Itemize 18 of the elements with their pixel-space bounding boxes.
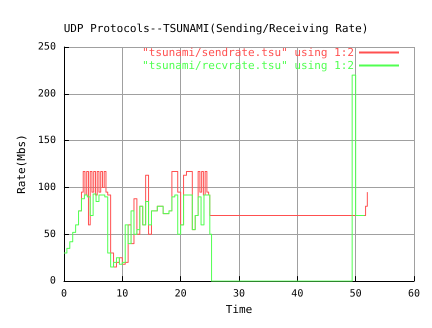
x-tick-label: 10 bbox=[116, 288, 128, 300]
x-tick-label: 50 bbox=[350, 288, 362, 300]
y-tick-label: 250 bbox=[38, 42, 56, 52]
y-axis-title: Rate(Mbs) bbox=[15, 134, 28, 194]
y-tick-label: 100 bbox=[38, 182, 56, 193]
x-tick-label: 40 bbox=[291, 288, 304, 300]
x-tick-label: 60 bbox=[408, 288, 420, 300]
x-tick-label: 30 bbox=[232, 288, 246, 300]
x-tick-label: 20 bbox=[174, 288, 187, 300]
y-tick-label: 50 bbox=[44, 228, 56, 240]
y-tick-label: 0 bbox=[50, 276, 56, 287]
chart-title: UDP Protocols--TSUNAMI(Sending/Receiving Rate) bbox=[64, 22, 368, 35]
x-tick-label: 0 bbox=[60, 288, 67, 300]
y-tick-label: 200 bbox=[38, 88, 56, 100]
legend-label: "tsunami/recvrate.tsu" using 1:2 bbox=[142, 59, 354, 72]
y-tick-label: 150 bbox=[38, 135, 56, 146]
legend-label: "tsunami/sendrate.tsu" using 1:2 bbox=[142, 46, 354, 59]
x-axis-title: Time bbox=[226, 303, 252, 316]
